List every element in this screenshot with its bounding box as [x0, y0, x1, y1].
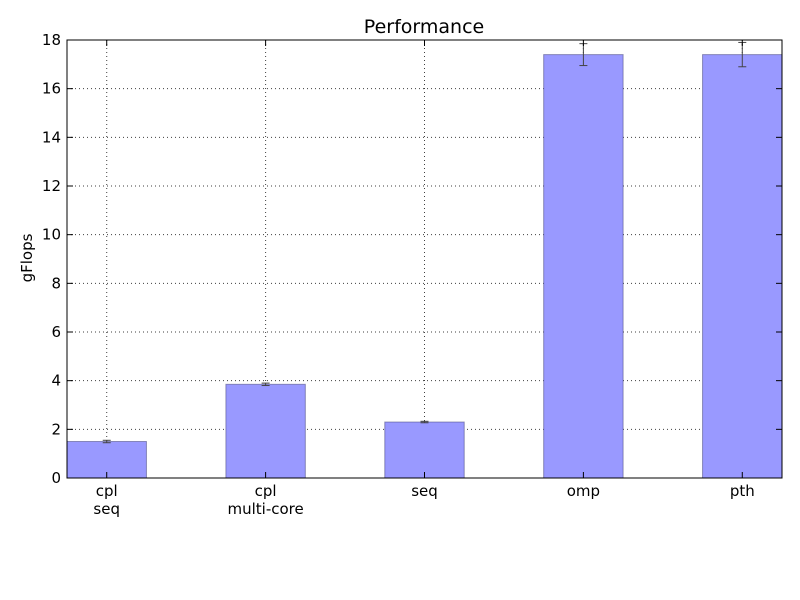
bar — [702, 54, 783, 479]
x-tick-label-line: cpl — [96, 482, 118, 500]
bars — [66, 54, 783, 479]
y-tick-label: 8 — [51, 274, 61, 292]
x-tick-label-line: pth — [730, 482, 755, 500]
error-bars — [102, 41, 747, 444]
x-tick-label: seq — [411, 482, 438, 500]
y-tick-label: 18 — [42, 31, 61, 49]
y-tick-label: 0 — [51, 469, 61, 487]
bar — [225, 383, 306, 479]
x-tick-label: pth — [730, 482, 755, 500]
y-tick-label: 2 — [51, 420, 61, 438]
x-tick-label-line: seq — [93, 500, 120, 518]
bar — [384, 421, 465, 479]
x-tick-label-line: cpl — [255, 482, 277, 500]
chart-title: Performance — [364, 16, 484, 38]
x-tick-label: cpl multi-core — [227, 482, 303, 518]
y-tick-label: 12 — [42, 177, 61, 195]
x-tick-label-line: multi-core — [227, 500, 303, 518]
x-tick-label-line: omp — [567, 482, 600, 500]
x-tick-label: cpl seq — [93, 482, 120, 518]
x-tick-label-line: seq — [411, 482, 438, 500]
y-tick-label: 14 — [42, 128, 61, 146]
grid — [67, 40, 782, 478]
y-tick-label: 6 — [51, 323, 61, 341]
y-tick-label: 10 — [42, 226, 61, 244]
y-axis-label: gFlops — [18, 233, 36, 282]
y-tick-label: 4 — [51, 372, 61, 390]
x-tick-label: omp — [567, 482, 600, 500]
bar — [66, 441, 147, 479]
y-tick-label: 16 — [42, 80, 61, 98]
bar — [543, 54, 624, 479]
